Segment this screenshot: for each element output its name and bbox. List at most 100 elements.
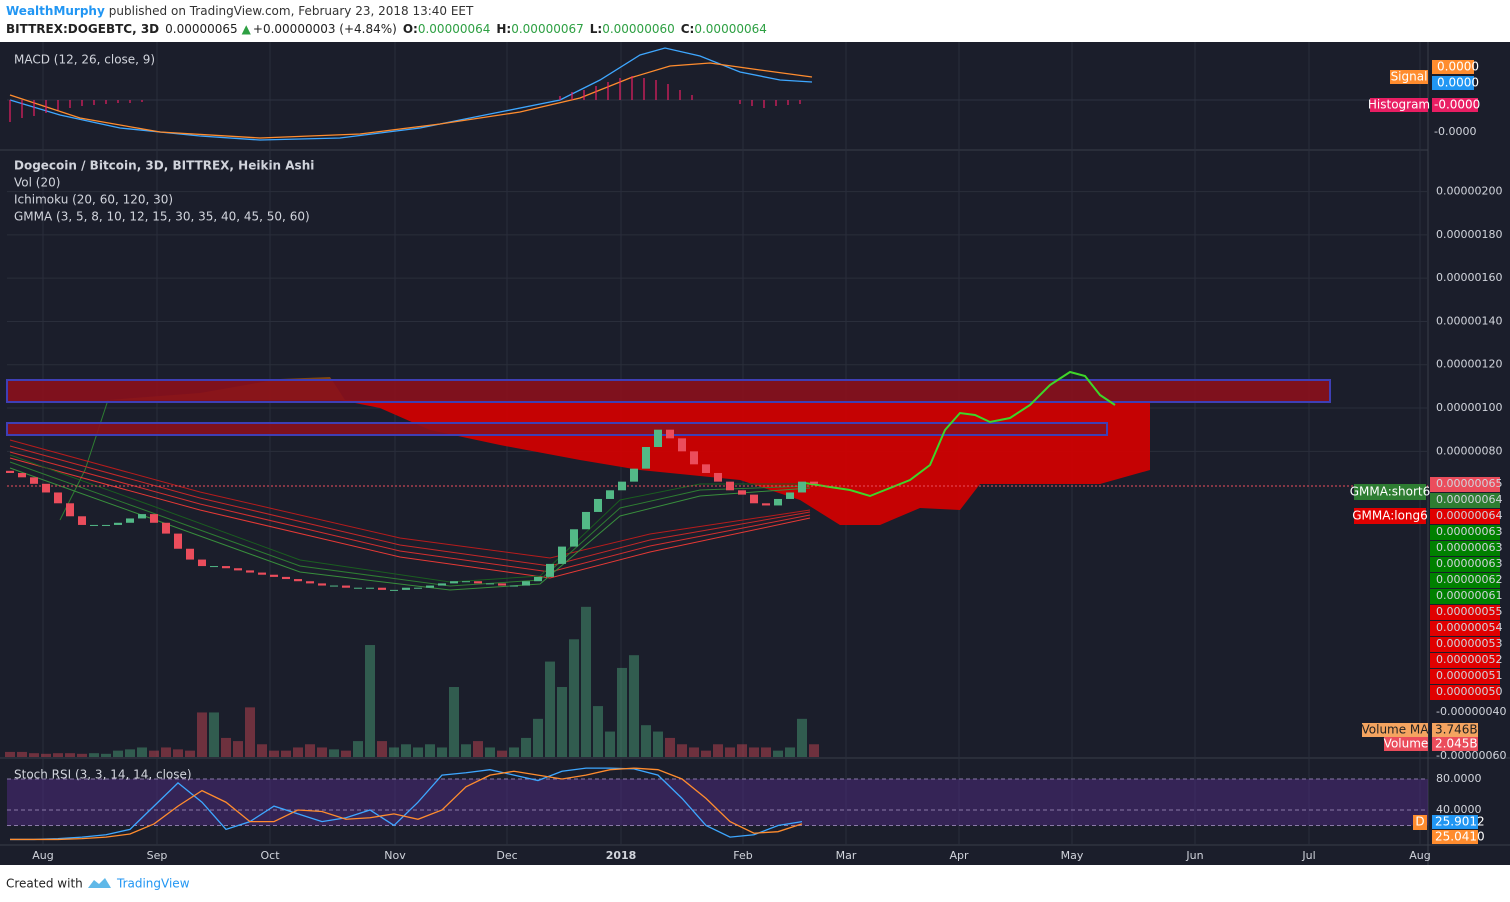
volume-ma-tag bbox=[1362, 723, 1428, 737]
gmma-short bbox=[9, 454, 811, 591]
candle bbox=[18, 472, 26, 478]
price-badge bbox=[1430, 637, 1500, 652]
x-tick-label: Jun bbox=[1185, 849, 1203, 862]
x-tick-label: Dec bbox=[496, 849, 517, 862]
d-tag-text: D bbox=[1415, 815, 1424, 829]
gmma-long bbox=[9, 439, 811, 579]
change: +0.00000003 (+4.84%) bbox=[253, 22, 397, 36]
volume-bar bbox=[233, 741, 243, 757]
projection-path bbox=[804, 370, 1116, 498]
volume-bar bbox=[401, 744, 411, 757]
volume-bar bbox=[341, 750, 351, 757]
candle bbox=[54, 492, 62, 504]
candle bbox=[462, 581, 470, 583]
y-tick-label: 40.0000 bbox=[1436, 803, 1482, 816]
x-tick-label: Nov bbox=[384, 849, 406, 862]
volume-bar bbox=[185, 750, 195, 757]
volume-bar bbox=[125, 749, 135, 757]
x-tick-label: Apr bbox=[949, 849, 969, 862]
volume-text: Volume bbox=[1384, 737, 1429, 751]
volume-bar bbox=[77, 753, 87, 757]
candle bbox=[498, 583, 506, 586]
volume-bar bbox=[425, 744, 435, 757]
price-label: 0.00000053 bbox=[1436, 637, 1502, 650]
signal-tag-text: Signal bbox=[1391, 70, 1428, 84]
volume-bar bbox=[557, 687, 567, 757]
ohlc-value: 0.00000064 bbox=[418, 22, 491, 36]
price-badge bbox=[1430, 541, 1500, 556]
y-tick-label: 0.00000080 bbox=[1436, 444, 1502, 457]
badge bbox=[1432, 60, 1474, 74]
candle bbox=[642, 447, 650, 469]
candle bbox=[402, 587, 410, 590]
candle bbox=[618, 481, 626, 491]
volume-bar bbox=[173, 749, 183, 757]
macd-value: 0.0000 bbox=[1437, 76, 1479, 90]
volume-bar bbox=[797, 718, 807, 757]
candle bbox=[390, 589, 398, 591]
candle bbox=[198, 559, 206, 567]
candle bbox=[378, 587, 386, 590]
candle bbox=[90, 524, 98, 526]
candle bbox=[126, 518, 134, 523]
candle bbox=[798, 481, 806, 493]
indicator-label: Vol (20) bbox=[14, 176, 60, 190]
volume-bar bbox=[305, 744, 315, 757]
main-title: Dogecoin / Bitcoin, 3D, BITTREX, Heikin … bbox=[14, 159, 314, 173]
footer-brand[interactable]: TradingView bbox=[116, 877, 190, 891]
candle bbox=[510, 585, 518, 587]
ohlc: O:0.00000064 H:0.00000067 L:0.00000060 C:0.… bbox=[403, 22, 767, 36]
badge bbox=[1432, 76, 1474, 90]
author[interactable]: WealthMurphy bbox=[6, 4, 105, 18]
y-tick-label: 0.00000160 bbox=[1436, 271, 1502, 284]
volume-bar bbox=[329, 749, 339, 757]
ohlc-label: L: bbox=[590, 22, 602, 36]
x-tick-label: Mar bbox=[836, 849, 857, 862]
histogram-tag bbox=[1370, 98, 1428, 112]
y-tick-label: 0.00000100 bbox=[1436, 401, 1502, 414]
candle bbox=[186, 548, 194, 560]
histogram-value: -0.0000 bbox=[1434, 98, 1480, 112]
volume-bar bbox=[533, 718, 543, 757]
volume-bar bbox=[461, 744, 471, 757]
stoch-k bbox=[10, 767, 803, 841]
volume-bar bbox=[65, 753, 75, 757]
price-label: 0.00000064 bbox=[1436, 509, 1502, 522]
footer-text: Created with bbox=[6, 877, 83, 891]
volume-bar bbox=[653, 731, 663, 757]
price-label: 0.00000050 bbox=[1436, 685, 1502, 698]
price-label: 0.00000065 bbox=[1436, 477, 1502, 490]
price-badge bbox=[1430, 509, 1500, 524]
price-badge bbox=[1430, 621, 1500, 636]
macd-title: MACD (12, 26, close, 9) bbox=[14, 53, 155, 67]
volume-bar bbox=[257, 744, 267, 757]
candle bbox=[102, 524, 110, 526]
header-line-2: BITTREX:DOGEBTC, 3D 0.00000065 ▲ +0.0000000… bbox=[6, 22, 767, 36]
candle bbox=[582, 511, 590, 530]
candle bbox=[750, 494, 758, 504]
published: published on TradingView.com, February 2… bbox=[109, 4, 474, 18]
candle bbox=[354, 587, 362, 589]
tv-logo bbox=[88, 878, 111, 888]
price-badge bbox=[1430, 525, 1500, 540]
macd-axis: -0.0000 bbox=[1434, 125, 1476, 138]
candle bbox=[210, 566, 218, 568]
main-legend: Dogecoin / Bitcoin, 3D, BITTREX, Heikin … bbox=[14, 159, 314, 224]
volume-value: 2.045B bbox=[1435, 737, 1478, 751]
candle bbox=[702, 464, 710, 473]
candle bbox=[318, 583, 326, 586]
y-tick-label: 0.00000120 bbox=[1436, 358, 1502, 371]
candle bbox=[786, 492, 794, 499]
volume-ma-value: 3.746B bbox=[1435, 723, 1478, 737]
price-badge bbox=[1430, 605, 1500, 620]
volume-bar bbox=[197, 712, 207, 757]
price-badge bbox=[1430, 669, 1500, 684]
candle bbox=[294, 579, 302, 582]
badge bbox=[1432, 737, 1478, 751]
volume-ma-text: Volume MA bbox=[1361, 723, 1429, 737]
volume-bar bbox=[665, 737, 675, 757]
volume-bar bbox=[617, 667, 627, 757]
volume-bar bbox=[473, 741, 483, 757]
x-tick-label: Feb bbox=[733, 849, 752, 862]
